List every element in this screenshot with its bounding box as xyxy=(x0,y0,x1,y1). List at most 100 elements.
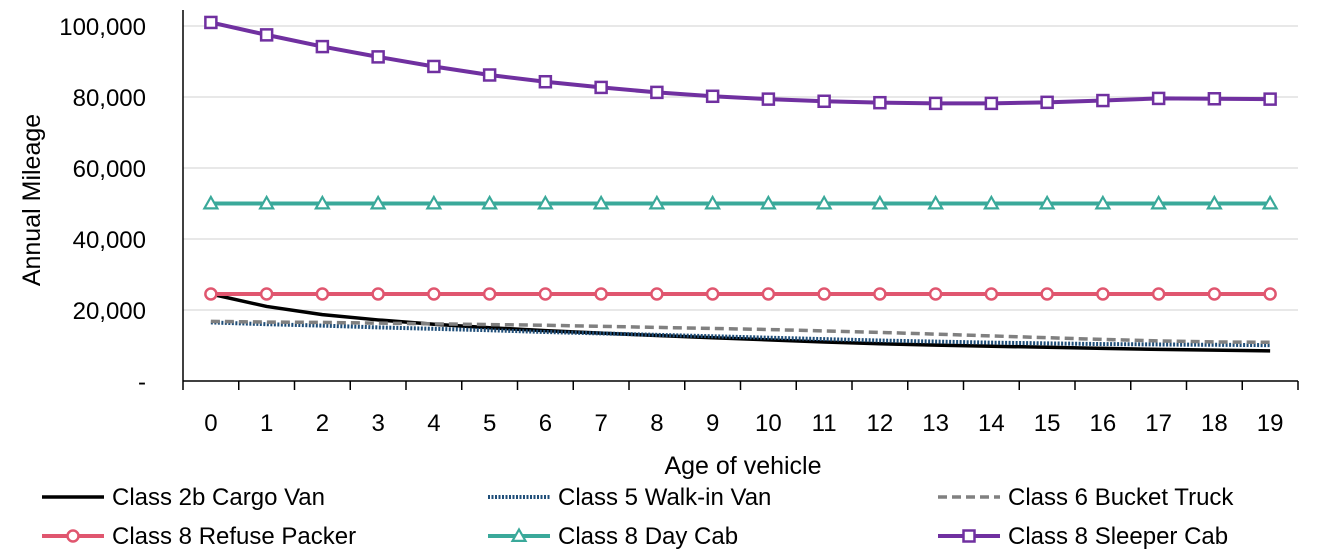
square-marker xyxy=(259,28,274,42)
square-marker xyxy=(928,96,943,111)
circle-marker xyxy=(371,287,385,301)
circle-marker xyxy=(594,287,608,301)
triangle-marker xyxy=(759,194,777,210)
square-marker xyxy=(1040,95,1054,110)
x-tick-label: 7 xyxy=(594,410,607,437)
series-class-8-day-cab xyxy=(202,194,1279,210)
legend-label: Class 8 Refuse Packer xyxy=(112,523,356,550)
legend-item: Class 8 Day Cab xyxy=(488,523,738,550)
circle-marker xyxy=(204,287,218,301)
triangle-marker xyxy=(1038,194,1056,210)
square-marker xyxy=(1151,91,1166,106)
legend-item: Class 5 Walk-in Van xyxy=(488,484,771,511)
circle-marker xyxy=(761,287,776,301)
square-marker xyxy=(594,80,608,95)
x-tick-label: 17 xyxy=(1145,410,1172,437)
x-tick-label: 14 xyxy=(978,410,1005,437)
x-tick-label: 18 xyxy=(1201,410,1228,437)
square-marker xyxy=(984,96,999,111)
circle-marker xyxy=(984,287,999,301)
circle-marker xyxy=(1096,287,1110,301)
triangle-marker xyxy=(481,194,499,210)
legend-item: Class 2b Cargo Van xyxy=(42,484,325,511)
square-marker xyxy=(761,92,776,106)
square-marker xyxy=(705,89,720,104)
square-marker xyxy=(482,68,497,82)
series-layer xyxy=(202,15,1279,353)
series-line xyxy=(210,319,1271,345)
circle-marker xyxy=(427,287,441,301)
circle-marker xyxy=(1040,287,1054,301)
series-class-8-refuse-packer xyxy=(204,287,1277,301)
x-tick-label: 11 xyxy=(812,410,837,437)
x-tick-label: 8 xyxy=(650,410,663,437)
series-line xyxy=(210,320,1271,348)
triangle-marker xyxy=(425,194,443,210)
triangle-marker xyxy=(592,194,610,210)
circle-marker xyxy=(482,287,497,301)
y-axis-label: Annual Mileage xyxy=(18,114,46,286)
square-marker xyxy=(315,39,330,54)
circle-marker xyxy=(928,287,943,301)
circle-marker xyxy=(705,287,720,301)
legend-label: Class 5 Walk-in Van xyxy=(558,484,771,511)
square-marker xyxy=(427,59,441,74)
axes xyxy=(182,10,1299,390)
square-marker xyxy=(371,50,385,64)
circle-marker xyxy=(873,287,887,301)
square-marker xyxy=(817,94,831,109)
legend-item: Class 8 Sleeper Cab xyxy=(938,523,1228,550)
x-tick-label: 2 xyxy=(316,410,329,437)
triangle-marker xyxy=(536,194,554,210)
x-tick-label: 12 xyxy=(867,410,894,437)
circle-marker xyxy=(259,287,274,301)
triangle-marker xyxy=(704,194,722,210)
triangle-marker xyxy=(202,194,220,210)
triangle-marker xyxy=(369,194,387,210)
triangle-marker xyxy=(1094,194,1112,210)
square-marker xyxy=(962,529,976,543)
triangle-marker xyxy=(815,194,833,210)
circle-marker xyxy=(1207,287,1222,301)
circle-marker xyxy=(650,287,664,301)
legend: Class 2b Cargo Van Class 5 Walk-in Van Cla… xyxy=(42,484,1234,550)
series-class-6-bucket-truck xyxy=(210,319,1271,345)
y-tick-label: 20,000 xyxy=(73,298,146,325)
triangle-marker xyxy=(871,194,889,210)
y-tick-label: 60,000 xyxy=(73,156,146,183)
circle-marker xyxy=(1263,287,1277,301)
x-tick-label: 1 xyxy=(260,410,273,437)
square-marker xyxy=(873,95,887,110)
circle-marker xyxy=(66,529,80,543)
square-marker xyxy=(650,85,664,100)
x-tick-label: 3 xyxy=(371,410,384,437)
x-tick-label: 6 xyxy=(539,410,552,437)
series-line xyxy=(210,20,1271,106)
y-tick-label: 80,000 xyxy=(73,85,146,112)
x-tick-label: 0 xyxy=(204,410,217,437)
legend-item: Class 8 Refuse Packer xyxy=(42,523,356,550)
legend-label: Class 8 Sleeper Cab xyxy=(1008,523,1228,550)
circle-marker xyxy=(315,287,330,301)
legend-label: Class 6 Bucket Truck xyxy=(1008,484,1234,511)
y-tick-labels: - 20,000 40,000 60,000 80,000 100,000 xyxy=(59,14,146,396)
legend-label: Class 8 Day Cab xyxy=(558,523,738,550)
y-tick-label: 40,000 xyxy=(73,227,146,254)
circle-marker xyxy=(538,287,553,301)
legend-item: Class 6 Bucket Truck xyxy=(938,484,1234,511)
triangle-marker xyxy=(510,527,528,542)
x-tick-label: 16 xyxy=(1090,410,1117,437)
triangle-marker xyxy=(1150,194,1168,210)
square-marker xyxy=(1207,92,1222,106)
triangle-marker xyxy=(1261,194,1279,210)
x-tick-labels: 0 1 2 3 4 5 6 7 8 9 10 11 12 13 14 15 16 17 18 19 xyxy=(204,410,1283,437)
y-tick-label: 100,000 xyxy=(59,14,146,41)
x-tick-label: 15 xyxy=(1034,410,1061,437)
x-tick-label: 4 xyxy=(427,410,440,437)
x-tick-label: 13 xyxy=(922,410,949,437)
triangle-marker xyxy=(982,194,1000,210)
triangle-marker xyxy=(1205,194,1223,210)
series-class-8-sleeper-cab xyxy=(204,15,1277,111)
series-class-5-walk-in-van xyxy=(210,320,1271,348)
